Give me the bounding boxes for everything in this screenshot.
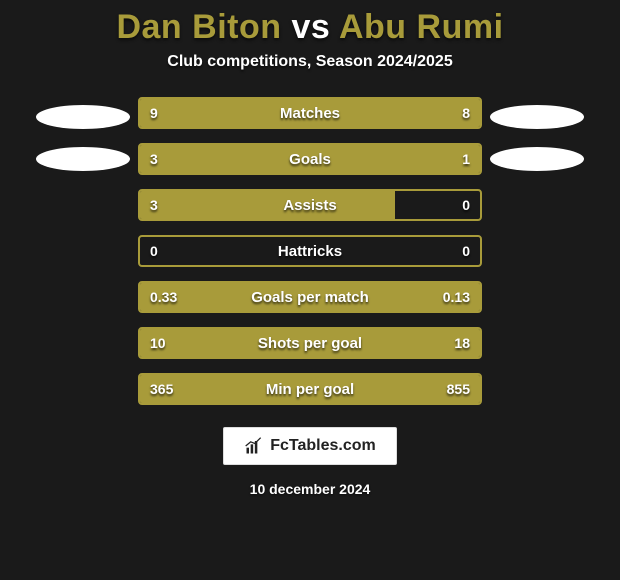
stat-value-left: 9 xyxy=(150,99,158,127)
stat-label: Min per goal xyxy=(140,375,480,403)
stat-value-left: 3 xyxy=(150,145,158,173)
stat-value-left: 3 xyxy=(150,191,158,219)
player2-name: Abu Rumi xyxy=(339,8,504,46)
stat-label: Goals xyxy=(140,145,480,173)
stat-row: Min per goal365 855 xyxy=(138,373,482,405)
ellipse-decoration xyxy=(36,147,130,171)
stat-value-right: 1 xyxy=(462,145,470,173)
stat-label: Shots per goal xyxy=(140,329,480,357)
subtitle: Club competitions, Season 2024/2025 xyxy=(167,53,452,71)
stat-row: Matches9 8 xyxy=(138,97,482,129)
stat-value-left: 365 xyxy=(150,375,173,403)
stat-label: Matches xyxy=(140,99,480,127)
vs-text: vs xyxy=(291,8,330,46)
stat-label: Assists xyxy=(140,191,480,219)
stat-row: Assists3 0 xyxy=(138,189,482,221)
stat-value-right: 18 xyxy=(454,329,470,357)
brand-text: FcTables.com xyxy=(270,437,376,455)
stat-value-right: 0.13 xyxy=(443,283,470,311)
stat-value-left: 0 xyxy=(150,237,158,265)
stat-row: Goals per match0.33 0.13 xyxy=(138,281,482,313)
stats-bars-container: Matches98Goals31Assists30Hattricks00Goal… xyxy=(138,97,482,405)
right-side-decoration xyxy=(482,97,592,171)
stat-row: Shots per goal10 18 xyxy=(138,327,482,359)
ellipse-decoration xyxy=(490,147,584,171)
stat-value-left: 10 xyxy=(150,329,166,357)
stat-value-right: 0 xyxy=(462,237,470,265)
stat-value-right: 8 xyxy=(462,99,470,127)
stat-row: Goals3 1 xyxy=(138,143,482,175)
stat-row: Hattricks0 0 xyxy=(138,235,482,267)
stat-label: Hattricks xyxy=(140,237,480,265)
stat-value-left: 0.33 xyxy=(150,283,177,311)
date-text: 10 december 2024 xyxy=(250,481,371,497)
main-content: Matches98Goals31Assists30Hattricks00Goal… xyxy=(0,97,620,405)
ellipse-decoration xyxy=(490,105,584,129)
stat-label: Goals per match xyxy=(140,283,480,311)
stat-value-right: 855 xyxy=(447,375,470,403)
comparison-title: Dan Biton vs Abu Rumi xyxy=(116,8,503,47)
ellipse-decoration xyxy=(36,105,130,129)
stat-value-right: 0 xyxy=(462,191,470,219)
player1-name: Dan Biton xyxy=(116,8,281,46)
left-side-decoration xyxy=(28,97,138,171)
brand-badge: FcTables.com xyxy=(223,427,397,465)
chart-icon xyxy=(244,436,264,456)
